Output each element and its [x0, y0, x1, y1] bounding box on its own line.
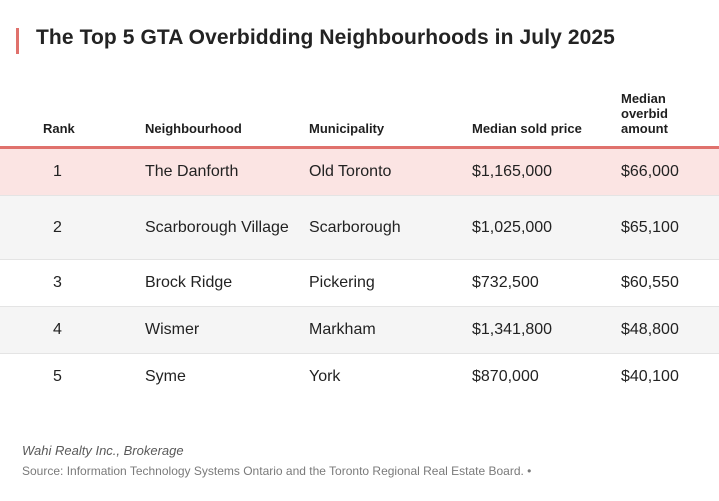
cell-neighbourhood: Brock Ridge — [145, 274, 233, 291]
cell-rank: 4 — [53, 321, 62, 338]
table-row: 1 The Danforth Old Toronto $1,165,000 $6… — [0, 149, 719, 196]
cell-median-sold-price: $1,025,000 — [472, 218, 553, 236]
cell-median-overbid: $40,100 — [621, 368, 679, 385]
table-row: 3 Brock Ridge Pickering $732,500 $60,550 — [0, 260, 719, 307]
cell-municipality: Markham — [309, 321, 376, 338]
table-body: 1 The Danforth Old Toronto $1,165,000 $6… — [0, 149, 719, 400]
cell-median-sold-price: $732,500 — [472, 274, 539, 291]
table-row: 5 Syme York $870,000 $40,100 — [0, 354, 719, 400]
cell-municipality: York — [309, 368, 341, 385]
column-header-median-overbid-amount: Median overbid amount — [621, 91, 701, 136]
page-title: The Top 5 GTA Overbidding Neighbourhoods… — [36, 26, 615, 49]
cell-median-overbid: $60,550 — [621, 274, 679, 291]
source-note: Source: Information Technology Systems O… — [22, 464, 532, 478]
cell-median-overbid: $48,800 — [621, 321, 679, 338]
column-header-median-sold-price: Median sold price — [472, 121, 582, 136]
column-header-median-overbid-line2: overbid — [621, 106, 668, 121]
table-row: 2 Scarborough Village Scarborough $1,025… — [0, 196, 719, 260]
cell-neighbourhood: Scarborough Village — [145, 218, 289, 236]
cell-median-sold-price: $1,341,800 — [472, 321, 553, 338]
column-header-municipality: Municipality — [309, 121, 385, 136]
cell-municipality: Old Toronto — [309, 163, 392, 180]
title-accent-bar — [16, 28, 19, 54]
cell-rank: 3 — [53, 274, 62, 291]
cell-neighbourhood: The Danforth — [145, 163, 239, 180]
column-header-median-overbid-line1: Median — [621, 91, 666, 106]
cell-rank: 1 — [53, 163, 62, 180]
cell-rank: 5 — [53, 368, 62, 385]
column-header-rank: Rank — [43, 121, 75, 136]
cell-municipality: Pickering — [309, 274, 375, 291]
cell-median-sold-price: $870,000 — [472, 368, 539, 385]
column-header-neighbourhood: Neighbourhood — [145, 121, 242, 136]
brokerage-credit: Wahi Realty Inc., Brokerage — [22, 443, 184, 458]
table-header: Rank Neighbourhood Municipality Median s… — [0, 86, 719, 146]
cell-neighbourhood: Syme — [145, 368, 186, 385]
cell-municipality: Scarborough — [309, 218, 401, 236]
header-divider — [0, 146, 719, 149]
cell-neighbourhood: Wismer — [145, 321, 200, 338]
column-header-median-overbid-line3: amount — [621, 121, 668, 136]
cell-median-sold-price: $1,165,000 — [472, 163, 553, 180]
cell-median-overbid: $66,000 — [621, 163, 679, 180]
table-row: 4 Wismer Markham $1,341,800 $48,800 — [0, 307, 719, 354]
cell-median-overbid: $65,100 — [621, 218, 679, 236]
cell-rank: 2 — [53, 218, 62, 236]
